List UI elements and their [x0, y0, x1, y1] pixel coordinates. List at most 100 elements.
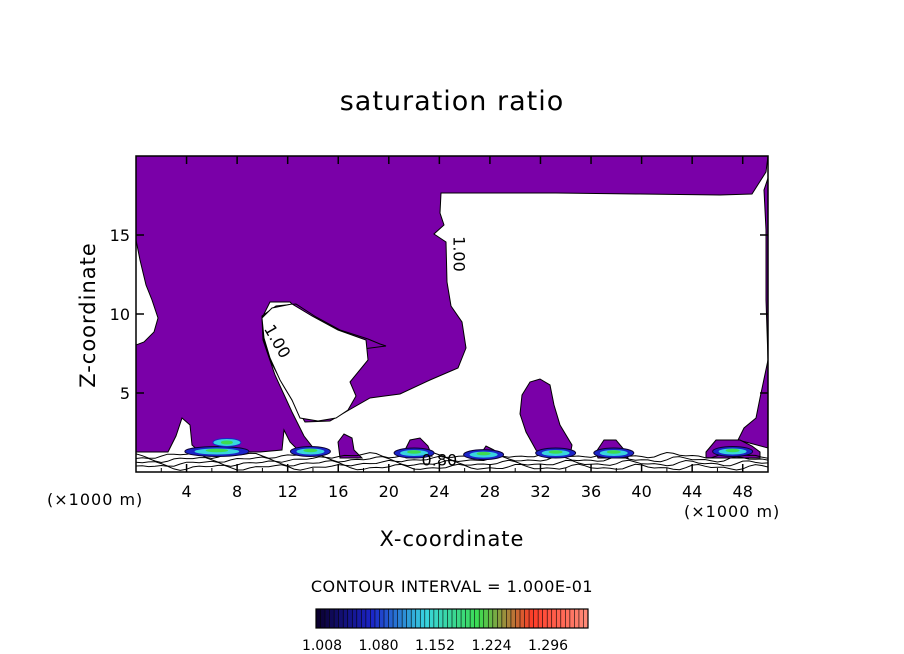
colorbar-cell: [411, 609, 416, 628]
moist-core-inner: [205, 448, 229, 453]
colorbar-cell: [538, 609, 543, 628]
colorbar-cell: [560, 609, 566, 628]
surface-contour-line: [136, 463, 768, 471]
colorbar-cell: [470, 609, 475, 628]
surface-contour-line: [136, 455, 768, 464]
colorbar-cell: [483, 609, 489, 628]
colorbar-cell: [424, 609, 430, 628]
saturated-patch-a: [337, 433, 364, 459]
x-tick-label: 16: [328, 482, 348, 501]
colorbar-cell: [415, 609, 421, 628]
colorbar-cell: [352, 609, 357, 628]
colorbar-cell: [529, 609, 534, 628]
colorbar-cell: [442, 609, 448, 628]
moist-core-inner: [548, 450, 563, 454]
colorbar-cell: [578, 609, 584, 628]
moist-core-inner: [476, 451, 491, 456]
colorbar-cell: [533, 609, 539, 628]
colorbar-cell: [316, 609, 321, 628]
colorbar-cell: [474, 609, 480, 628]
colorbar-cell: [479, 609, 484, 628]
x-axis-label: X-coordinate: [379, 527, 525, 551]
x-tick-label: 8: [232, 482, 242, 501]
colorbar-cell: [510, 609, 516, 628]
y-tick-label: 15: [110, 226, 130, 245]
x-tick-label: 44: [682, 482, 702, 501]
colorbar-cell: [515, 609, 520, 628]
y-tick-label: 5: [120, 384, 130, 403]
unsaturated-pocket-left: [136, 239, 159, 346]
colorbar-tick-label: 1.224: [471, 638, 511, 654]
colorbar-cell: [520, 609, 525, 628]
colorbar-cell: [542, 609, 548, 628]
colorbar-cell: [406, 609, 412, 628]
moist-core-inner: [606, 450, 621, 454]
colorbar-cell: [325, 609, 330, 628]
colorbar-cell: [497, 609, 502, 628]
colorbar: 1.008 1.080 1.152 1.224 1.296: [302, 608, 589, 654]
y-axis: 5 10 15: [110, 226, 768, 403]
x-tick-label: 4: [181, 482, 191, 501]
colorbar-cell: [374, 609, 380, 628]
colorbar-cell: [461, 609, 466, 628]
colorbar-frame: [315, 608, 589, 629]
colorbar-cell: [551, 609, 557, 628]
chart-title: saturation ratio: [339, 86, 565, 117]
colorbar-cell: [565, 609, 570, 628]
saturated-region-right: [737, 177, 768, 449]
moist-cores: [184, 437, 754, 461]
x-tick-label: 32: [530, 482, 550, 501]
colorbar-cell: [329, 609, 335, 628]
colorbar-cell: [393, 609, 398, 628]
colorbar-cell: [370, 609, 375, 628]
colorbar-cell: [501, 609, 507, 628]
saturated-region-main: [136, 156, 768, 455]
colorbar-cell: [420, 609, 425, 628]
x-axis: 4 8 12 16 20 24 28 32 36 40 44 48: [160, 156, 753, 501]
colorbar-cell: [343, 609, 348, 628]
colorbar-cell: [583, 609, 588, 628]
moist-core-inner: [407, 450, 422, 454]
contour-label: 0.80: [422, 451, 458, 470]
moist-core-inner: [725, 448, 740, 453]
colorbar-cell: [456, 609, 462, 628]
colorbar-cell: [433, 609, 439, 628]
colorbar-cell: [438, 609, 443, 628]
colorbar-cell: [402, 609, 407, 628]
colorbar-cell: [569, 609, 575, 628]
x-unit-label-right: (×1000 m): [684, 502, 781, 521]
colorbar-cell: [429, 609, 434, 628]
colorbar-tick-label: 1.296: [528, 638, 568, 654]
colorbar-cell: [547, 609, 552, 628]
x-unit-label-left: (×1000 m): [47, 490, 144, 509]
contour-interval-label: CONTOUR INTERVAL = 1.000E-01: [310, 577, 594, 596]
unsaturated-pocket-center: [261, 303, 369, 422]
colorbar-cell: [524, 609, 530, 628]
colorbar-cell: [361, 609, 366, 628]
y-tick-label: 10: [110, 305, 130, 324]
colorbar-cell: [488, 609, 493, 628]
moist-core-upper-inner: [220, 440, 233, 445]
colorbar-cell: [320, 609, 326, 628]
colorbar-tick-label: 1.008: [302, 638, 342, 654]
x-tick-label: 20: [379, 482, 399, 501]
contour-labels: 1.001.000.80: [260, 236, 468, 470]
colorbar-cell: [379, 609, 384, 628]
x-tick-label: 36: [581, 482, 601, 501]
colorbar-cell: [506, 609, 511, 628]
saturated-region-blob: [519, 378, 573, 459]
colorbar-tick-label: 1.080: [358, 638, 398, 654]
saturation-field: [136, 156, 768, 471]
colorbar-cell: [347, 609, 353, 628]
colorbar-cell: [356, 609, 362, 628]
colorbar-cell: [384, 609, 389, 628]
colorbar-cell: [447, 609, 452, 628]
x-tick-label: 40: [631, 482, 651, 501]
colorbar-cell: [465, 609, 471, 628]
x-tick-label: 24: [429, 482, 449, 501]
colorbar-cell: [388, 609, 394, 628]
colorbar-tick-label: 1.152: [415, 638, 455, 654]
x-tick-label: 12: [278, 482, 298, 501]
colorbar-cell: [452, 609, 457, 628]
